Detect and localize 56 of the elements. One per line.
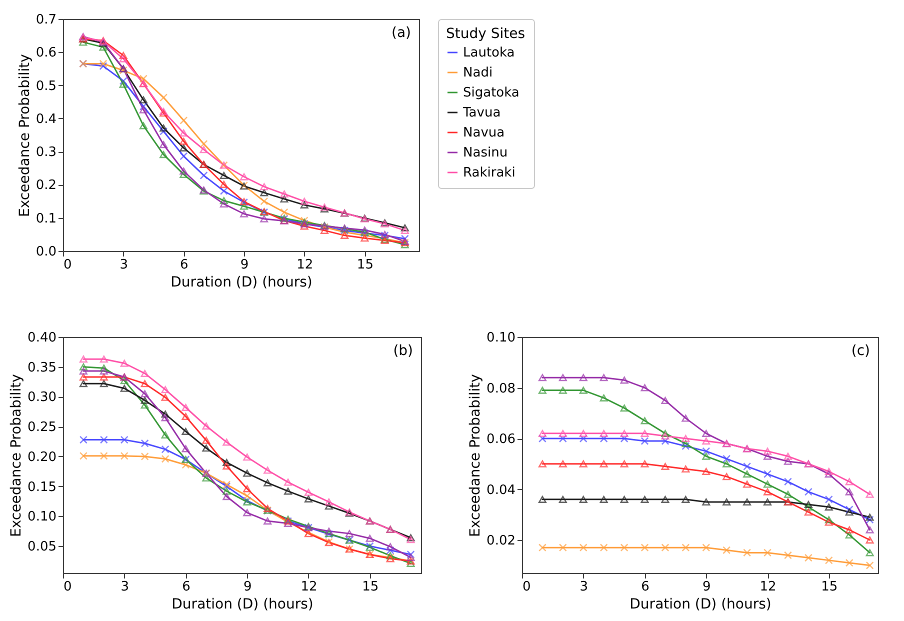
x-tick-label: 9 (702, 580, 711, 594)
y-tick-label: 0.02 (486, 534, 516, 549)
x-tick-label: 12 (760, 580, 776, 594)
y-tick-label: 0.30 (28, 390, 56, 406)
y-tick-label: 0.2 (36, 178, 56, 194)
x-tick-label: 3 (120, 258, 128, 272)
legend-title: Study Sites (446, 26, 526, 42)
x-axis-title: Duration (D) (hours) (630, 596, 772, 612)
y-tick-label: 0.20 (28, 450, 56, 465)
legend-label: Nasinu (463, 146, 508, 160)
x-axis-title: Duration (D) (hours) (172, 596, 314, 612)
y-axis-title: Exceedance Probability (8, 374, 25, 537)
y-tick-label: 0.15 (28, 480, 56, 495)
x-tick-label: 15 (362, 580, 379, 594)
x-tick-label: 6 (180, 258, 188, 272)
y-tick-label: 0.10 (486, 330, 516, 346)
x-tick-label: 12 (300, 580, 318, 594)
y-tick-label: 0.08 (486, 381, 516, 396)
y-tick-label: 0.40 (28, 330, 56, 346)
x-tick-label: 0 (64, 580, 72, 594)
y-tick-label: 0.3 (36, 145, 56, 160)
y-tick-label: 0.35 (28, 360, 56, 376)
y-tick-label: 0.04 (486, 482, 516, 498)
x-tick-label: 9 (243, 580, 252, 594)
x-axis-title: Duration (D) (hours) (170, 274, 312, 290)
y-axis-title: Exceedance Probability (16, 54, 33, 217)
x-tick-label: 0 (522, 580, 531, 594)
annotation: (b) (393, 343, 413, 359)
x-tick-label: 6 (182, 580, 190, 594)
y-tick-label: 0.25 (28, 420, 56, 436)
y-tick-label: 0.4 (36, 112, 56, 127)
y-axis-title: Exceedance Probability (468, 374, 484, 537)
y-tick-label: 0.06 (486, 432, 516, 448)
y-tick-label: 0.1 (36, 211, 56, 226)
x-tick-label: 3 (120, 580, 130, 594)
legend-label: Sigatoka (463, 86, 520, 100)
y-tick-label: 0.5 (36, 78, 56, 94)
y-tick-label: 0.0 (36, 244, 56, 260)
y-tick-label: 0.6 (36, 46, 56, 61)
x-tick-label: 15 (356, 258, 374, 272)
legend-label: Tavua (462, 106, 501, 120)
legend-label: Rakiraki (463, 166, 516, 180)
legend-label: Navua (463, 126, 505, 140)
x-tick-label: 9 (240, 258, 249, 272)
x-tick-label: 6 (641, 580, 650, 594)
legend-label: Nadi (463, 66, 493, 80)
annotation: (c) (851, 343, 870, 359)
x-tick-label: 0 (64, 258, 72, 272)
x-tick-label: 12 (296, 258, 314, 272)
y-tick-label: 0.7 (36, 12, 56, 28)
y-tick-label: 0.10 (28, 510, 56, 525)
annotation: (a) (391, 25, 411, 41)
legend-label: Lautoka (463, 46, 515, 60)
x-tick-label: 3 (580, 580, 588, 594)
y-tick-label: 0.05 (28, 540, 56, 555)
x-tick-label: 15 (821, 580, 838, 594)
